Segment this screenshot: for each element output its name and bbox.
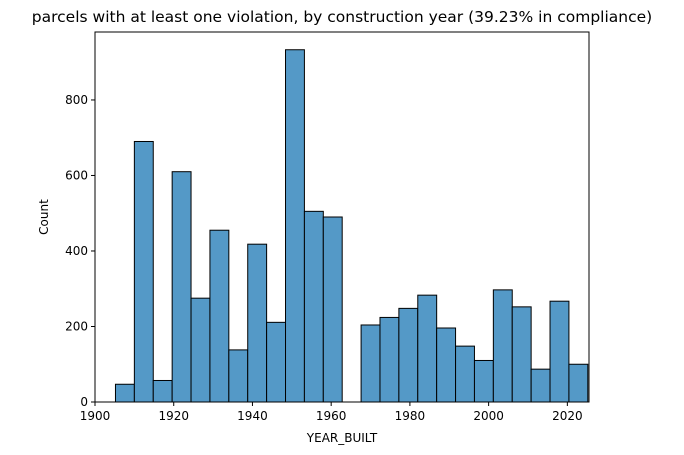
histogram-bar-24 — [568, 363, 589, 403]
histogram-bar-3 — [171, 171, 192, 403]
x-axis-label: YEAR_BUILT — [306, 431, 378, 445]
histogram-bar-5 — [209, 229, 230, 403]
histogram-bar-4 — [190, 297, 211, 403]
histogram-bar-13 — [360, 324, 381, 403]
histogram-bar-22 — [530, 368, 551, 403]
x-tick-label-3: 1960 — [316, 409, 347, 423]
histogram-bar-0 — [114, 383, 135, 403]
y-tick-label-4: 800 — [65, 93, 88, 107]
bars-group — [114, 49, 589, 403]
x-tick-label-4: 1980 — [395, 409, 426, 423]
x-tick-label-2: 1940 — [237, 409, 268, 423]
histogram-bar-14 — [379, 316, 400, 403]
histogram-bar-1 — [133, 140, 154, 403]
histogram-bar-20 — [492, 289, 513, 403]
histogram-bar-16 — [417, 294, 438, 403]
histogram-bar-17 — [436, 327, 457, 403]
histogram-bar-21 — [511, 306, 532, 403]
histogram-bar-7 — [247, 243, 268, 403]
x-tick-label-5: 2000 — [473, 409, 504, 423]
histogram-bar-15 — [398, 307, 419, 403]
x-tick-label-0: 1900 — [80, 409, 111, 423]
histogram-bar-10 — [303, 210, 324, 403]
y-tick-label-0: 0 — [80, 395, 88, 409]
y-axis-label: Count — [37, 199, 51, 235]
y-tick-label-3: 600 — [65, 168, 88, 182]
histogram-bar-11 — [322, 216, 343, 403]
chart-title: parcels with at least one violation, by … — [32, 8, 652, 26]
histogram-bar-18 — [455, 345, 475, 403]
y-tick-label-1: 200 — [65, 319, 88, 333]
histogram-bar-23 — [549, 300, 570, 403]
x-tick-label-1: 1920 — [158, 409, 189, 423]
x-axis-ticks: 1900 1920 1940 1960 1980 2000 2020 — [80, 402, 583, 423]
histogram-bar-9 — [285, 49, 305, 403]
x-tick-label-6: 2020 — [552, 409, 583, 423]
y-axis-ticks: 0 200 400 600 800 — [65, 93, 95, 409]
plot-frame — [94, 31, 590, 403]
histogram-bar-2 — [152, 379, 173, 403]
histogram-bar-6 — [228, 349, 249, 403]
histogram-bar-8 — [266, 321, 287, 403]
y-tick-label-2: 400 — [65, 244, 88, 258]
histogram-bar-19 — [473, 359, 494, 403]
